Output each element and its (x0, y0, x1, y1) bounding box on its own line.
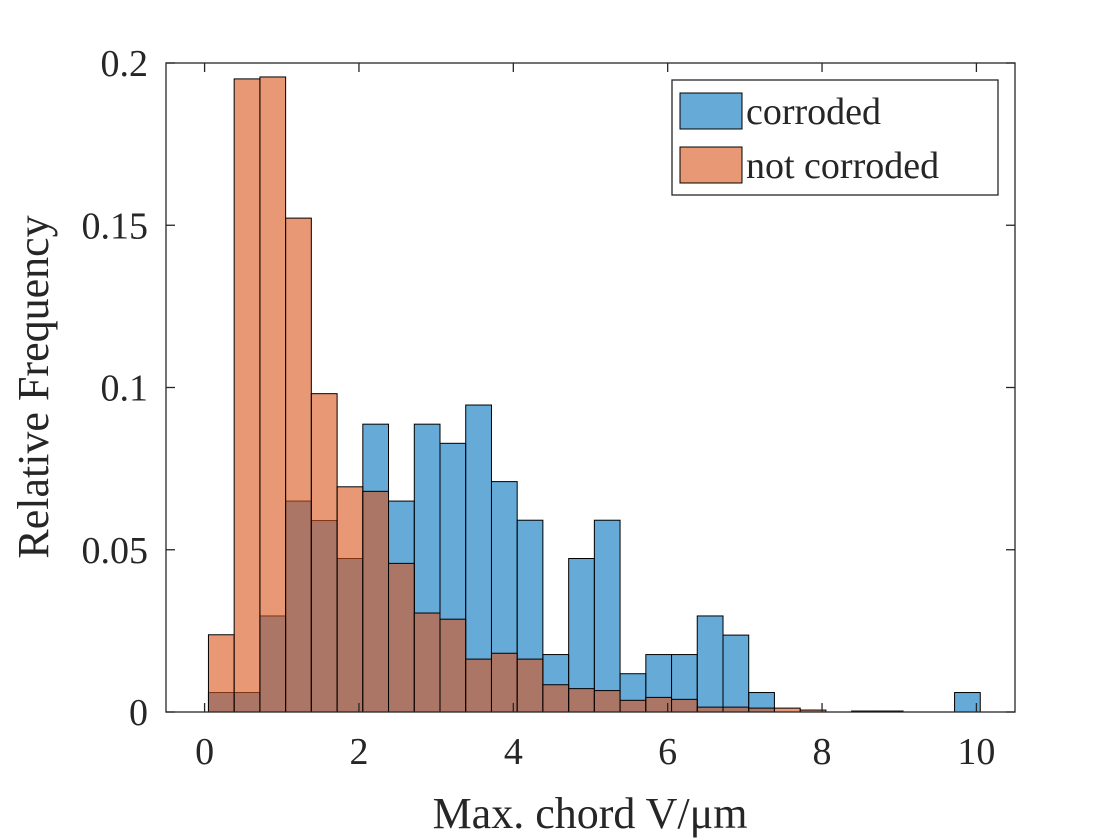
bar-not-corroded-20 (722, 706, 750, 713)
legend-label-not-corroded: not corroded (746, 145, 939, 187)
x-tick-label: 0 (195, 731, 214, 773)
bar-not-corroded-12 (516, 658, 544, 713)
bar-corroded-19 (696, 615, 724, 713)
bar-corroded-14 (568, 558, 595, 713)
bar-not-corroded-1 (233, 78, 261, 713)
y-tick-label: 0 (129, 692, 148, 734)
bar-not-corroded-9 (439, 618, 467, 713)
x-tick-label: 2 (349, 731, 368, 773)
bar-not-corroded-0 (207, 634, 235, 713)
bar-not-corroded-2 (259, 76, 287, 713)
x-tick-label: 4 (504, 731, 523, 773)
bar-not-corroded-6 (362, 490, 390, 713)
bar-corroded-15 (593, 519, 621, 713)
x-tick-label: 10 (957, 731, 995, 773)
bar-not-corroded-19 (696, 706, 724, 713)
legend-swatch-not-corroded (679, 146, 743, 184)
legend-label-corroded: corroded (746, 91, 881, 133)
bar-not-corroded-13 (542, 684, 570, 713)
bar-not-corroded-15 (593, 690, 621, 713)
bar-not-corroded-3 (285, 217, 312, 713)
bar-not-corroded-18 (671, 698, 698, 713)
y-tick-label: 0.1 (101, 368, 149, 410)
bar-not-corroded-7 (388, 562, 415, 713)
y-tick-label: 0.05 (82, 530, 149, 572)
legend-swatch-corroded (679, 92, 743, 130)
y-axis-title: Relative Frequency (9, 215, 58, 558)
bar-not-corroded-8 (413, 612, 441, 713)
bar-not-corroded-4 (310, 393, 338, 713)
bar-not-corroded-5 (336, 486, 364, 713)
bar-not-corroded-10 (465, 658, 492, 713)
legend: corroded not corroded (671, 79, 999, 196)
bar-corroded-20 (722, 634, 750, 713)
x-tick-label: 6 (658, 731, 677, 773)
x-axis-title: Max. chord V/μm (433, 789, 748, 838)
bar-not-corroded-14 (568, 688, 595, 713)
bar-not-corroded-16 (619, 699, 647, 713)
y-tick-label: 0.2 (101, 43, 149, 85)
y-tick-label: 0.15 (82, 205, 149, 247)
x-tick-label: 8 (813, 731, 832, 773)
ticks-group: 0 2 4 6 8 10 0 0.05 0.1 0.15 0.2 (82, 43, 1015, 773)
